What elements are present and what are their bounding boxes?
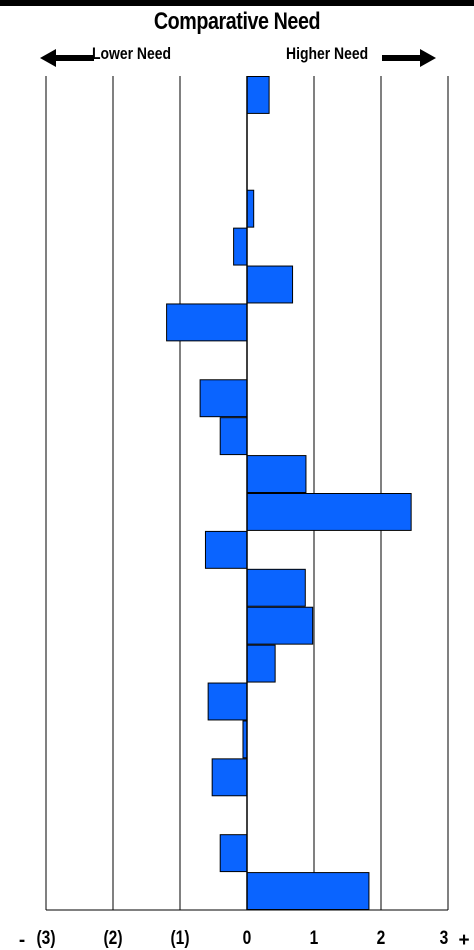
x-tick-label-1: (2) <box>103 927 122 949</box>
x-tick-label-6: 3 <box>440 927 449 949</box>
bar-13 <box>204 530 248 569</box>
bar-9 <box>199 379 248 418</box>
bar-17 <box>207 682 248 721</box>
x-tick-label-0: (3) <box>36 927 55 949</box>
bar-15 <box>246 606 314 645</box>
bar-1 <box>246 76 270 114</box>
bar-22 <box>246 872 370 910</box>
bar-6 <box>246 265 294 304</box>
bar-4 <box>246 189 255 228</box>
lower-need-label: Lower Need <box>92 44 172 63</box>
x-tick-label-2: (1) <box>170 927 189 949</box>
x-tick-label-4: 1 <box>310 927 319 949</box>
bar-11 <box>246 455 307 494</box>
bar-12 <box>246 493 412 531</box>
bar-16 <box>246 644 276 683</box>
minus-sign-label: - <box>19 930 25 950</box>
higher-need-label: Higher Need <box>286 44 369 63</box>
plus-sign-label: + <box>458 930 469 950</box>
left-arrow-icon <box>40 49 94 67</box>
bar-19 <box>211 758 248 797</box>
bar-10 <box>219 417 248 456</box>
x-tick-label-3: 0 <box>243 927 252 949</box>
x-tick-label-5: 2 <box>377 927 386 949</box>
bar-5 <box>233 227 248 266</box>
bar-7 <box>166 303 248 342</box>
chart-title: Comparative Need <box>153 8 321 35</box>
right-arrow-icon <box>382 49 436 67</box>
top-rule <box>0 0 474 6</box>
bar-14 <box>246 568 306 607</box>
bar-21 <box>219 834 248 873</box>
